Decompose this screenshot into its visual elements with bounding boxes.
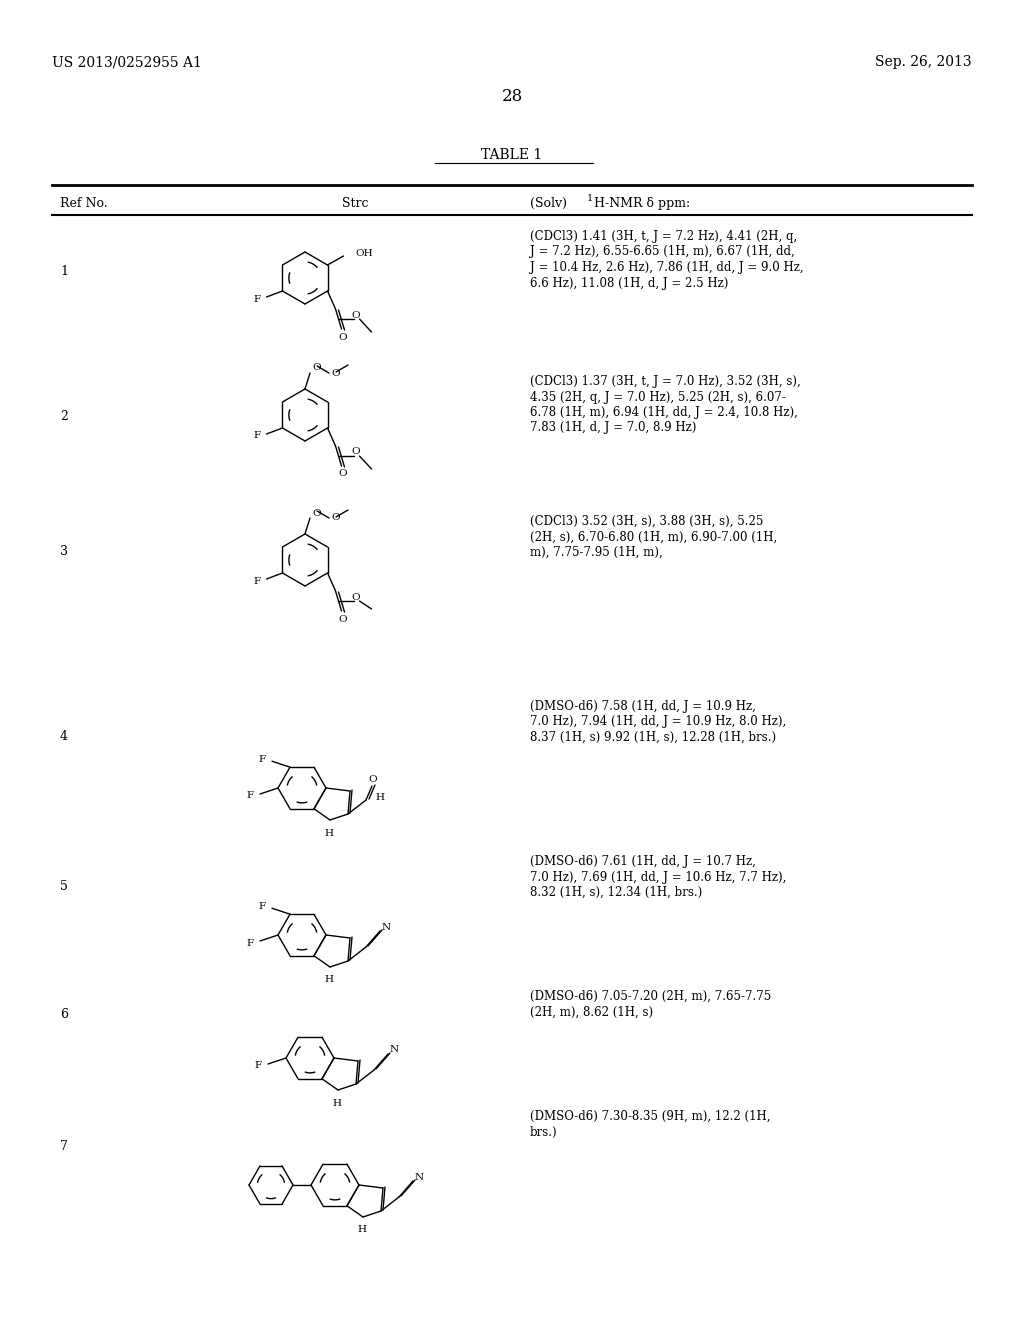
Text: 8.32 (1H, s), 12.34 (1H, brs.): 8.32 (1H, s), 12.34 (1H, brs.) — [530, 886, 702, 899]
Text: O: O — [312, 363, 321, 372]
Text: Ref No.: Ref No. — [60, 197, 108, 210]
Text: (DMSO-d6) 7.61 (1H, dd, J = 10.7 Hz,: (DMSO-d6) 7.61 (1H, dd, J = 10.7 Hz, — [530, 855, 756, 869]
Text: brs.): brs.) — [530, 1126, 558, 1138]
Text: N: N — [389, 1045, 398, 1055]
Text: N: N — [415, 1172, 424, 1181]
Text: O: O — [338, 470, 347, 479]
Text: O: O — [338, 615, 347, 623]
Text: US 2013/0252955 A1: US 2013/0252955 A1 — [52, 55, 202, 69]
Text: O: O — [338, 333, 347, 342]
Text: O: O — [331, 513, 340, 523]
Text: TABLE 1: TABLE 1 — [481, 148, 543, 162]
Text: H: H — [325, 975, 334, 985]
Text: F: F — [253, 294, 260, 304]
Text: (DMSO-d6) 7.05-7.20 (2H, m), 7.65-7.75: (DMSO-d6) 7.05-7.20 (2H, m), 7.65-7.75 — [530, 990, 771, 1003]
Text: O: O — [351, 310, 359, 319]
Text: H: H — [376, 793, 384, 803]
Text: Sep. 26, 2013: Sep. 26, 2013 — [876, 55, 972, 69]
Text: F: F — [259, 755, 266, 764]
Text: OH: OH — [355, 248, 373, 257]
Text: 5: 5 — [60, 880, 68, 894]
Text: F: F — [253, 432, 260, 441]
Text: 6.6 Hz), 11.08 (1H, d, J = 2.5 Hz): 6.6 Hz), 11.08 (1H, d, J = 2.5 Hz) — [530, 276, 728, 289]
Text: 3: 3 — [60, 545, 68, 558]
Text: J = 10.4 Hz, 2.6 Hz), 7.86 (1H, dd, J = 9.0 Hz,: J = 10.4 Hz, 2.6 Hz), 7.86 (1H, dd, J = … — [530, 261, 804, 275]
Text: H: H — [325, 829, 334, 837]
Text: 1: 1 — [587, 194, 593, 203]
Text: H: H — [333, 1098, 341, 1107]
Text: 1: 1 — [60, 265, 68, 279]
Text: F: F — [247, 792, 254, 800]
Text: (Solv): (Solv) — [530, 197, 571, 210]
Text: 6: 6 — [60, 1008, 68, 1020]
Text: (DMSO-d6) 7.30-8.35 (9H, m), 12.2 (1H,: (DMSO-d6) 7.30-8.35 (9H, m), 12.2 (1H, — [530, 1110, 770, 1123]
Text: H: H — [357, 1225, 367, 1234]
Text: 6.78 (1H, m), 6.94 (1H, dd, J = 2.4, 10.8 Hz),: 6.78 (1H, m), 6.94 (1H, dd, J = 2.4, 10.… — [530, 407, 798, 418]
Text: 2: 2 — [60, 411, 68, 422]
Text: O: O — [331, 368, 340, 378]
Text: 7.83 (1H, d, J = 7.0, 8.9 Hz): 7.83 (1H, d, J = 7.0, 8.9 Hz) — [530, 421, 696, 434]
Text: O: O — [351, 447, 359, 457]
Text: 4: 4 — [60, 730, 68, 743]
Text: 28: 28 — [502, 88, 522, 106]
Text: F: F — [253, 577, 260, 586]
Text: (DMSO-d6) 7.58 (1H, dd, J = 10.9 Hz,: (DMSO-d6) 7.58 (1H, dd, J = 10.9 Hz, — [530, 700, 756, 713]
Text: (CDCl3) 1.41 (3H, t, J = 7.2 Hz), 4.41 (2H, q,: (CDCl3) 1.41 (3H, t, J = 7.2 Hz), 4.41 (… — [530, 230, 798, 243]
Text: 7.0 Hz), 7.94 (1H, dd, J = 10.9 Hz, 8.0 Hz),: 7.0 Hz), 7.94 (1H, dd, J = 10.9 Hz, 8.0 … — [530, 715, 786, 729]
Text: F: F — [255, 1061, 262, 1071]
Text: Strc: Strc — [342, 197, 369, 210]
Text: m), 7.75-7.95 (1H, m),: m), 7.75-7.95 (1H, m), — [530, 546, 663, 558]
Text: J = 7.2 Hz), 6.55-6.65 (1H, m), 6.67 (1H, dd,: J = 7.2 Hz), 6.55-6.65 (1H, m), 6.67 (1H… — [530, 246, 795, 259]
Text: 8.37 (1H, s) 9.92 (1H, s), 12.28 (1H, brs.): 8.37 (1H, s) 9.92 (1H, s), 12.28 (1H, br… — [530, 731, 776, 744]
Text: (2H, m), 8.62 (1H, s): (2H, m), 8.62 (1H, s) — [530, 1006, 653, 1019]
Text: (CDCl3) 1.37 (3H, t, J = 7.0 Hz), 3.52 (3H, s),: (CDCl3) 1.37 (3H, t, J = 7.0 Hz), 3.52 (… — [530, 375, 801, 388]
Text: H-NMR δ ppm:: H-NMR δ ppm: — [594, 197, 690, 210]
Text: O: O — [369, 776, 377, 784]
Text: (2H, s), 6.70-6.80 (1H, m), 6.90-7.00 (1H,: (2H, s), 6.70-6.80 (1H, m), 6.90-7.00 (1… — [530, 531, 777, 544]
Text: F: F — [259, 902, 266, 911]
Text: 4.35 (2H, q, J = 7.0 Hz), 5.25 (2H, s), 6.07-: 4.35 (2H, q, J = 7.0 Hz), 5.25 (2H, s), … — [530, 391, 785, 404]
Text: F: F — [247, 939, 254, 948]
Text: O: O — [351, 593, 359, 602]
Text: N: N — [381, 923, 390, 932]
Text: 7: 7 — [60, 1140, 68, 1152]
Text: 7.0 Hz), 7.69 (1H, dd, J = 10.6 Hz, 7.7 Hz),: 7.0 Hz), 7.69 (1H, dd, J = 10.6 Hz, 7.7 … — [530, 870, 786, 883]
Text: O: O — [312, 508, 321, 517]
Text: (CDCl3) 3.52 (3H, s), 3.88 (3H, s), 5.25: (CDCl3) 3.52 (3H, s), 3.88 (3H, s), 5.25 — [530, 515, 763, 528]
